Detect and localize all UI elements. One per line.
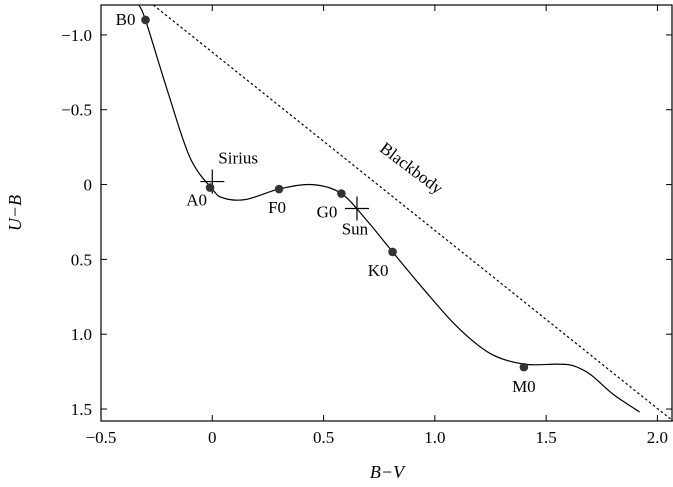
point-label: F0 <box>268 198 286 217</box>
marker-label: Sun <box>342 220 369 239</box>
labels: B0 A0 F0 G0 K0 M0 Sirius Sun Blackbody <box>116 10 536 396</box>
point-label: K0 <box>368 261 389 280</box>
points <box>141 15 529 372</box>
data-point <box>205 183 215 192</box>
y-tick-label: 0.5 <box>71 250 92 269</box>
main-sequence-curve <box>138 4 640 413</box>
blackbody-line <box>152 4 673 422</box>
point-label: M0 <box>512 377 536 396</box>
y-tick-label: 1.0 <box>71 325 92 344</box>
plot-frame <box>100 4 673 422</box>
data-point <box>337 189 346 198</box>
y-tick-label: 1.5 <box>71 400 92 419</box>
x-tick-label: −0.5 <box>86 428 117 447</box>
x-axis-label: B−V <box>370 462 406 482</box>
x-tick-label: 1.5 <box>536 428 557 447</box>
x-tick-label: 0.5 <box>313 428 334 447</box>
point-label: B0 <box>116 10 136 29</box>
data-point <box>274 184 284 194</box>
blackbody-label: Blackbody <box>376 138 447 198</box>
ticks: −0.5 0 0.5 1.0 1.5 2.0 −1.0 −0.5 0 0.5 1.0 1.5 <box>61 5 672 447</box>
data-point <box>141 15 150 25</box>
data-point <box>519 362 529 372</box>
x-tick-label: 2.0 <box>647 428 668 447</box>
point-label: G0 <box>317 203 338 222</box>
point-label: A0 <box>186 191 207 210</box>
y-tick-label: −0.5 <box>61 101 92 120</box>
x-tick-label: 0 <box>208 428 217 447</box>
y-axis-label: U−B <box>5 195 25 231</box>
marker-label: Sirius <box>218 149 258 168</box>
x-tick-label: 1.0 <box>424 428 445 447</box>
data-point <box>388 247 397 257</box>
y-tick-label: 0 <box>84 176 93 195</box>
y-tick-label: −1.0 <box>61 26 92 45</box>
